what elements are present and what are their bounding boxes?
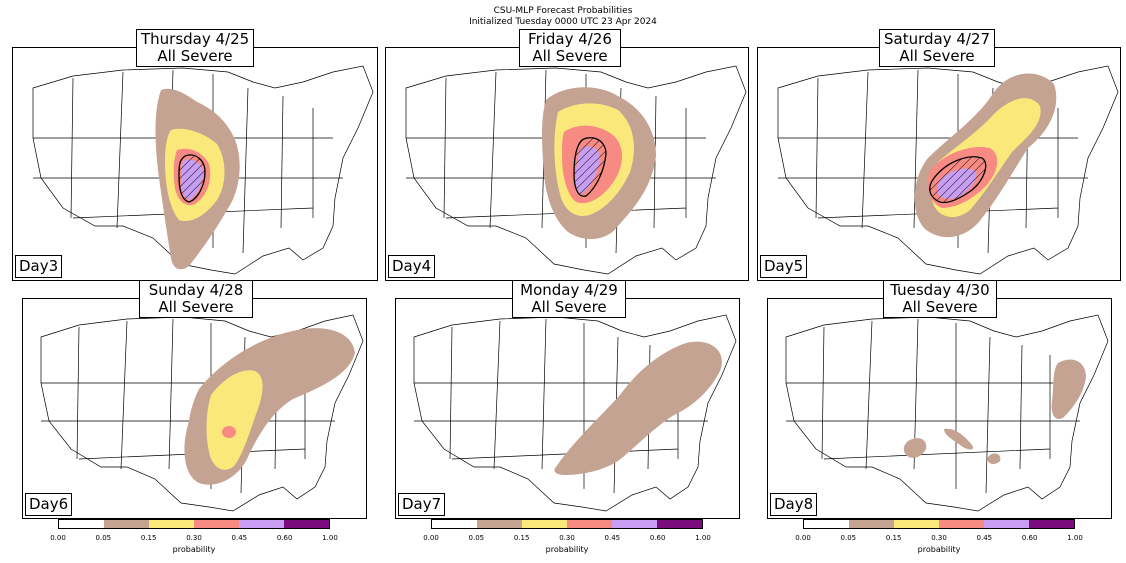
panel-title-hazard: All Severe (157, 47, 233, 65)
colorbar-label: probability (545, 545, 589, 554)
prob-contours (184, 328, 355, 485)
panel-title-date: Saturday 4/27 (884, 30, 991, 48)
colorbar-tick: 1.00 (695, 534, 711, 542)
swatch-1 (849, 520, 894, 528)
swatch-4 (239, 520, 284, 528)
prob-contours (914, 73, 1057, 238)
map-panel-day8: Day8 (767, 298, 1112, 519)
day-label: Day3 (15, 255, 63, 278)
colorbar-1: 0.00 0.05 0.15 0.30 0.45 0.60 1.00 proba… (50, 519, 338, 563)
colorbar-tick: 0.60 (276, 534, 293, 542)
day-label: Day4 (388, 255, 436, 278)
colorbar-tick: 0.05 (95, 534, 112, 542)
map-panel-day5: Day5 (757, 47, 1121, 281)
map-panel-day3: Day3 (12, 47, 378, 281)
panel-title-date: Tuesday 4/30 (890, 281, 990, 299)
swatch-5 (284, 520, 329, 528)
figure-title: CSU-MLP Forecast Probabilities (493, 6, 633, 16)
panel-title-hazard: All Severe (158, 298, 234, 316)
colorbar-tick: 1.00 (1067, 534, 1083, 542)
panel-title-hazard: All Severe (899, 47, 975, 65)
swatch-2 (894, 520, 939, 528)
swatch-3 (939, 520, 984, 528)
colorbar-tick: 1.00 (322, 534, 338, 542)
day-label: Day6 (25, 493, 73, 516)
swatch-2 (522, 520, 567, 528)
swatch-5 (1029, 520, 1074, 528)
day-label: Day7 (398, 493, 446, 516)
panel-title-day5: Saturday 4/27 All Severe (879, 29, 995, 67)
swatch-3 (567, 520, 612, 528)
prob-contours (903, 359, 1086, 464)
swatch-1 (104, 520, 149, 528)
swatch-5 (657, 520, 702, 528)
colorbar-swatches (803, 519, 1075, 529)
colorbar-tick: 0.15 (885, 534, 902, 542)
day4-map (405, 65, 747, 275)
panel-title-date: Sunday 4/28 (148, 281, 244, 299)
day6-map (40, 314, 364, 512)
colorbar-tick: 0.15 (513, 534, 530, 542)
swatch-4 (984, 520, 1029, 528)
day-label: Day5 (760, 255, 808, 278)
panel-title-hazard: All Severe (531, 298, 607, 316)
panel-title-day7: Monday 4/29 All Severe (512, 280, 626, 318)
colorbar-tick: 0.00 (795, 534, 811, 542)
colorbar-tick: 0.30 (186, 534, 202, 542)
panel-title-day3: Thursday 4/25 All Severe (136, 29, 254, 67)
colorbar-tick: 0.45 (231, 534, 248, 542)
colorbar-swatches (58, 519, 330, 529)
figure-header: CSU-MLP Forecast Probabilities Initializ… (0, 6, 1126, 28)
map-panel-day4: Day4 (385, 47, 749, 281)
colorbar-tick: 0.45 (976, 534, 993, 542)
colorbar-3: 0.00 0.05 0.15 0.30 0.45 0.60 1.00 proba… (795, 519, 1083, 563)
panel-title-hazard: All Severe (532, 47, 608, 65)
colorbar-tick: 0.05 (840, 534, 857, 542)
day-label: Day8 (770, 493, 818, 516)
prob-contours (155, 88, 240, 270)
swatch-4 (612, 520, 657, 528)
colorbar-label: probability (917, 545, 961, 554)
colorbar-tick: 0.30 (931, 534, 947, 542)
colorbar-swatches (431, 519, 703, 529)
day5-map (777, 65, 1119, 275)
swatch-0 (804, 520, 849, 528)
map-panel-day7: Day7 (395, 298, 740, 519)
colorbar-label: probability (172, 545, 216, 554)
us-basemap (785, 314, 1109, 512)
panel-title-day4: Friday 4/26 All Severe (519, 29, 621, 67)
panel-title-date: Friday 4/26 (528, 30, 612, 48)
colorbar-tick: 0.15 (140, 534, 157, 542)
prob-contours (542, 87, 656, 240)
panel-title-hazard: All Severe (902, 298, 978, 316)
panel-title-date: Monday 4/29 (520, 281, 618, 299)
map-panel-day6: Day6 (22, 298, 367, 519)
colorbar-tick: 0.60 (649, 534, 666, 542)
swatch-1 (477, 520, 522, 528)
panel-title-date: Thursday 4/25 (141, 30, 250, 48)
swatch-2 (149, 520, 194, 528)
swatch-0 (59, 520, 104, 528)
colorbar-tick: 0.30 (559, 534, 575, 542)
colorbar-tick: 0.45 (604, 534, 621, 542)
swatch-3 (194, 520, 239, 528)
swatch-0 (432, 520, 477, 528)
colorbar-tick: 0.00 (50, 534, 66, 542)
colorbar-tick: 0.00 (423, 534, 439, 542)
colorbar-2: 0.00 0.05 0.15 0.30 0.45 0.60 1.00 proba… (423, 519, 711, 563)
day7-map (413, 314, 737, 512)
prob-contours (554, 341, 722, 475)
colorbar-tick: 0.05 (468, 534, 485, 542)
panel-title-day6: Sunday 4/28 All Severe (139, 280, 253, 318)
panel-title-day8: Tuesday 4/30 All Severe (883, 280, 997, 318)
day8-map (785, 314, 1109, 512)
day3-map (32, 65, 374, 275)
figure-init-time: Initialized Tuesday 0000 UTC 23 Apr 2024 (469, 17, 657, 27)
colorbar-tick: 0.60 (1021, 534, 1038, 542)
